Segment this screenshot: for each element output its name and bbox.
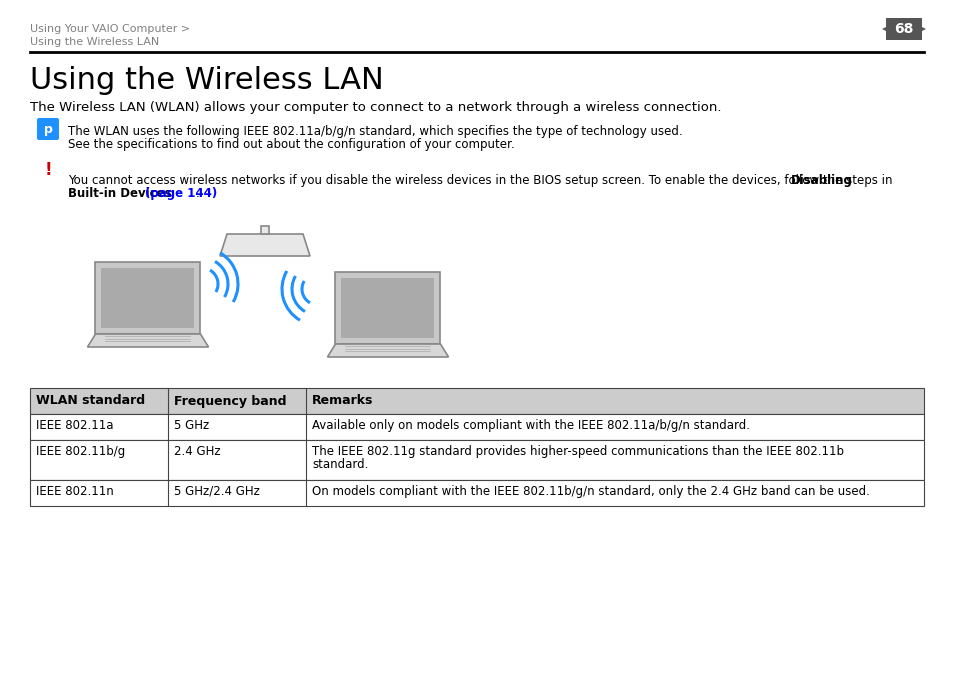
Text: The Wireless LAN (WLAN) allows your computer to connect to a network through a w: The Wireless LAN (WLAN) allows your comp… [30, 101, 720, 114]
Bar [30, 440, 923, 480]
Polygon shape [95, 262, 200, 334]
Text: .: . [195, 187, 199, 200]
Text: Using the Wireless LAN: Using the Wireless LAN [30, 66, 383, 95]
Bar [30, 480, 923, 506]
Polygon shape [335, 272, 440, 344]
Text: p: p [44, 123, 52, 135]
Text: WLAN standard: WLAN standard [36, 394, 145, 408]
Text: Disabling: Disabling [790, 174, 852, 187]
Polygon shape [88, 334, 209, 347]
Text: The WLAN uses the following IEEE 802.11a/b/g/n standard, which specifies the typ: The WLAN uses the following IEEE 802.11a… [68, 125, 682, 138]
Text: !: ! [44, 161, 51, 179]
Text: IEEE 802.11n: IEEE 802.11n [36, 485, 113, 498]
Text: 5 GHz/2.4 GHz: 5 GHz/2.4 GHz [173, 485, 259, 498]
Text: Frequency band: Frequency band [173, 394, 286, 408]
Text: Using the Wireless LAN: Using the Wireless LAN [30, 37, 159, 47]
Bar [30, 414, 923, 440]
Polygon shape [327, 344, 448, 357]
Text: The IEEE 802.11g standard provides higher-speed communications than the IEEE 802: The IEEE 802.11g standard provides highe… [312, 445, 843, 458]
Text: Remarks: Remarks [312, 394, 373, 408]
Text: See the specifications to find out about the configuration of your computer.: See the specifications to find out about… [68, 138, 514, 151]
Bar [885, 18, 921, 40]
Bar [261, 226, 269, 234]
Text: (page 144): (page 144) [145, 187, 217, 200]
FancyBboxPatch shape [37, 118, 59, 140]
Text: Available only on models compliant with the IEEE 802.11a/b/g/n standard.: Available only on models compliant with … [312, 419, 749, 432]
Polygon shape [882, 25, 889, 33]
Polygon shape [101, 268, 194, 328]
Text: IEEE 802.11a: IEEE 802.11a [36, 419, 113, 432]
Polygon shape [341, 278, 434, 338]
Text: 68: 68 [893, 22, 913, 36]
Text: Using Your VAIO Computer >: Using Your VAIO Computer > [30, 24, 190, 34]
Polygon shape [917, 25, 925, 33]
Polygon shape [220, 234, 310, 256]
Text: 2.4 GHz: 2.4 GHz [173, 445, 220, 458]
Text: IEEE 802.11b/g: IEEE 802.11b/g [36, 445, 125, 458]
Text: On models compliant with the IEEE 802.11b/g/n standard, only the 2.4 GHz band ca: On models compliant with the IEEE 802.11… [312, 485, 869, 498]
Text: 5 GHz: 5 GHz [173, 419, 209, 432]
Text: Built-in Devices: Built-in Devices [68, 187, 172, 200]
Text: standard.: standard. [312, 458, 368, 471]
Text: You cannot access wireless networks if you disable the wireless devices in the B: You cannot access wireless networks if y… [68, 174, 895, 187]
Bar [30, 388, 923, 414]
